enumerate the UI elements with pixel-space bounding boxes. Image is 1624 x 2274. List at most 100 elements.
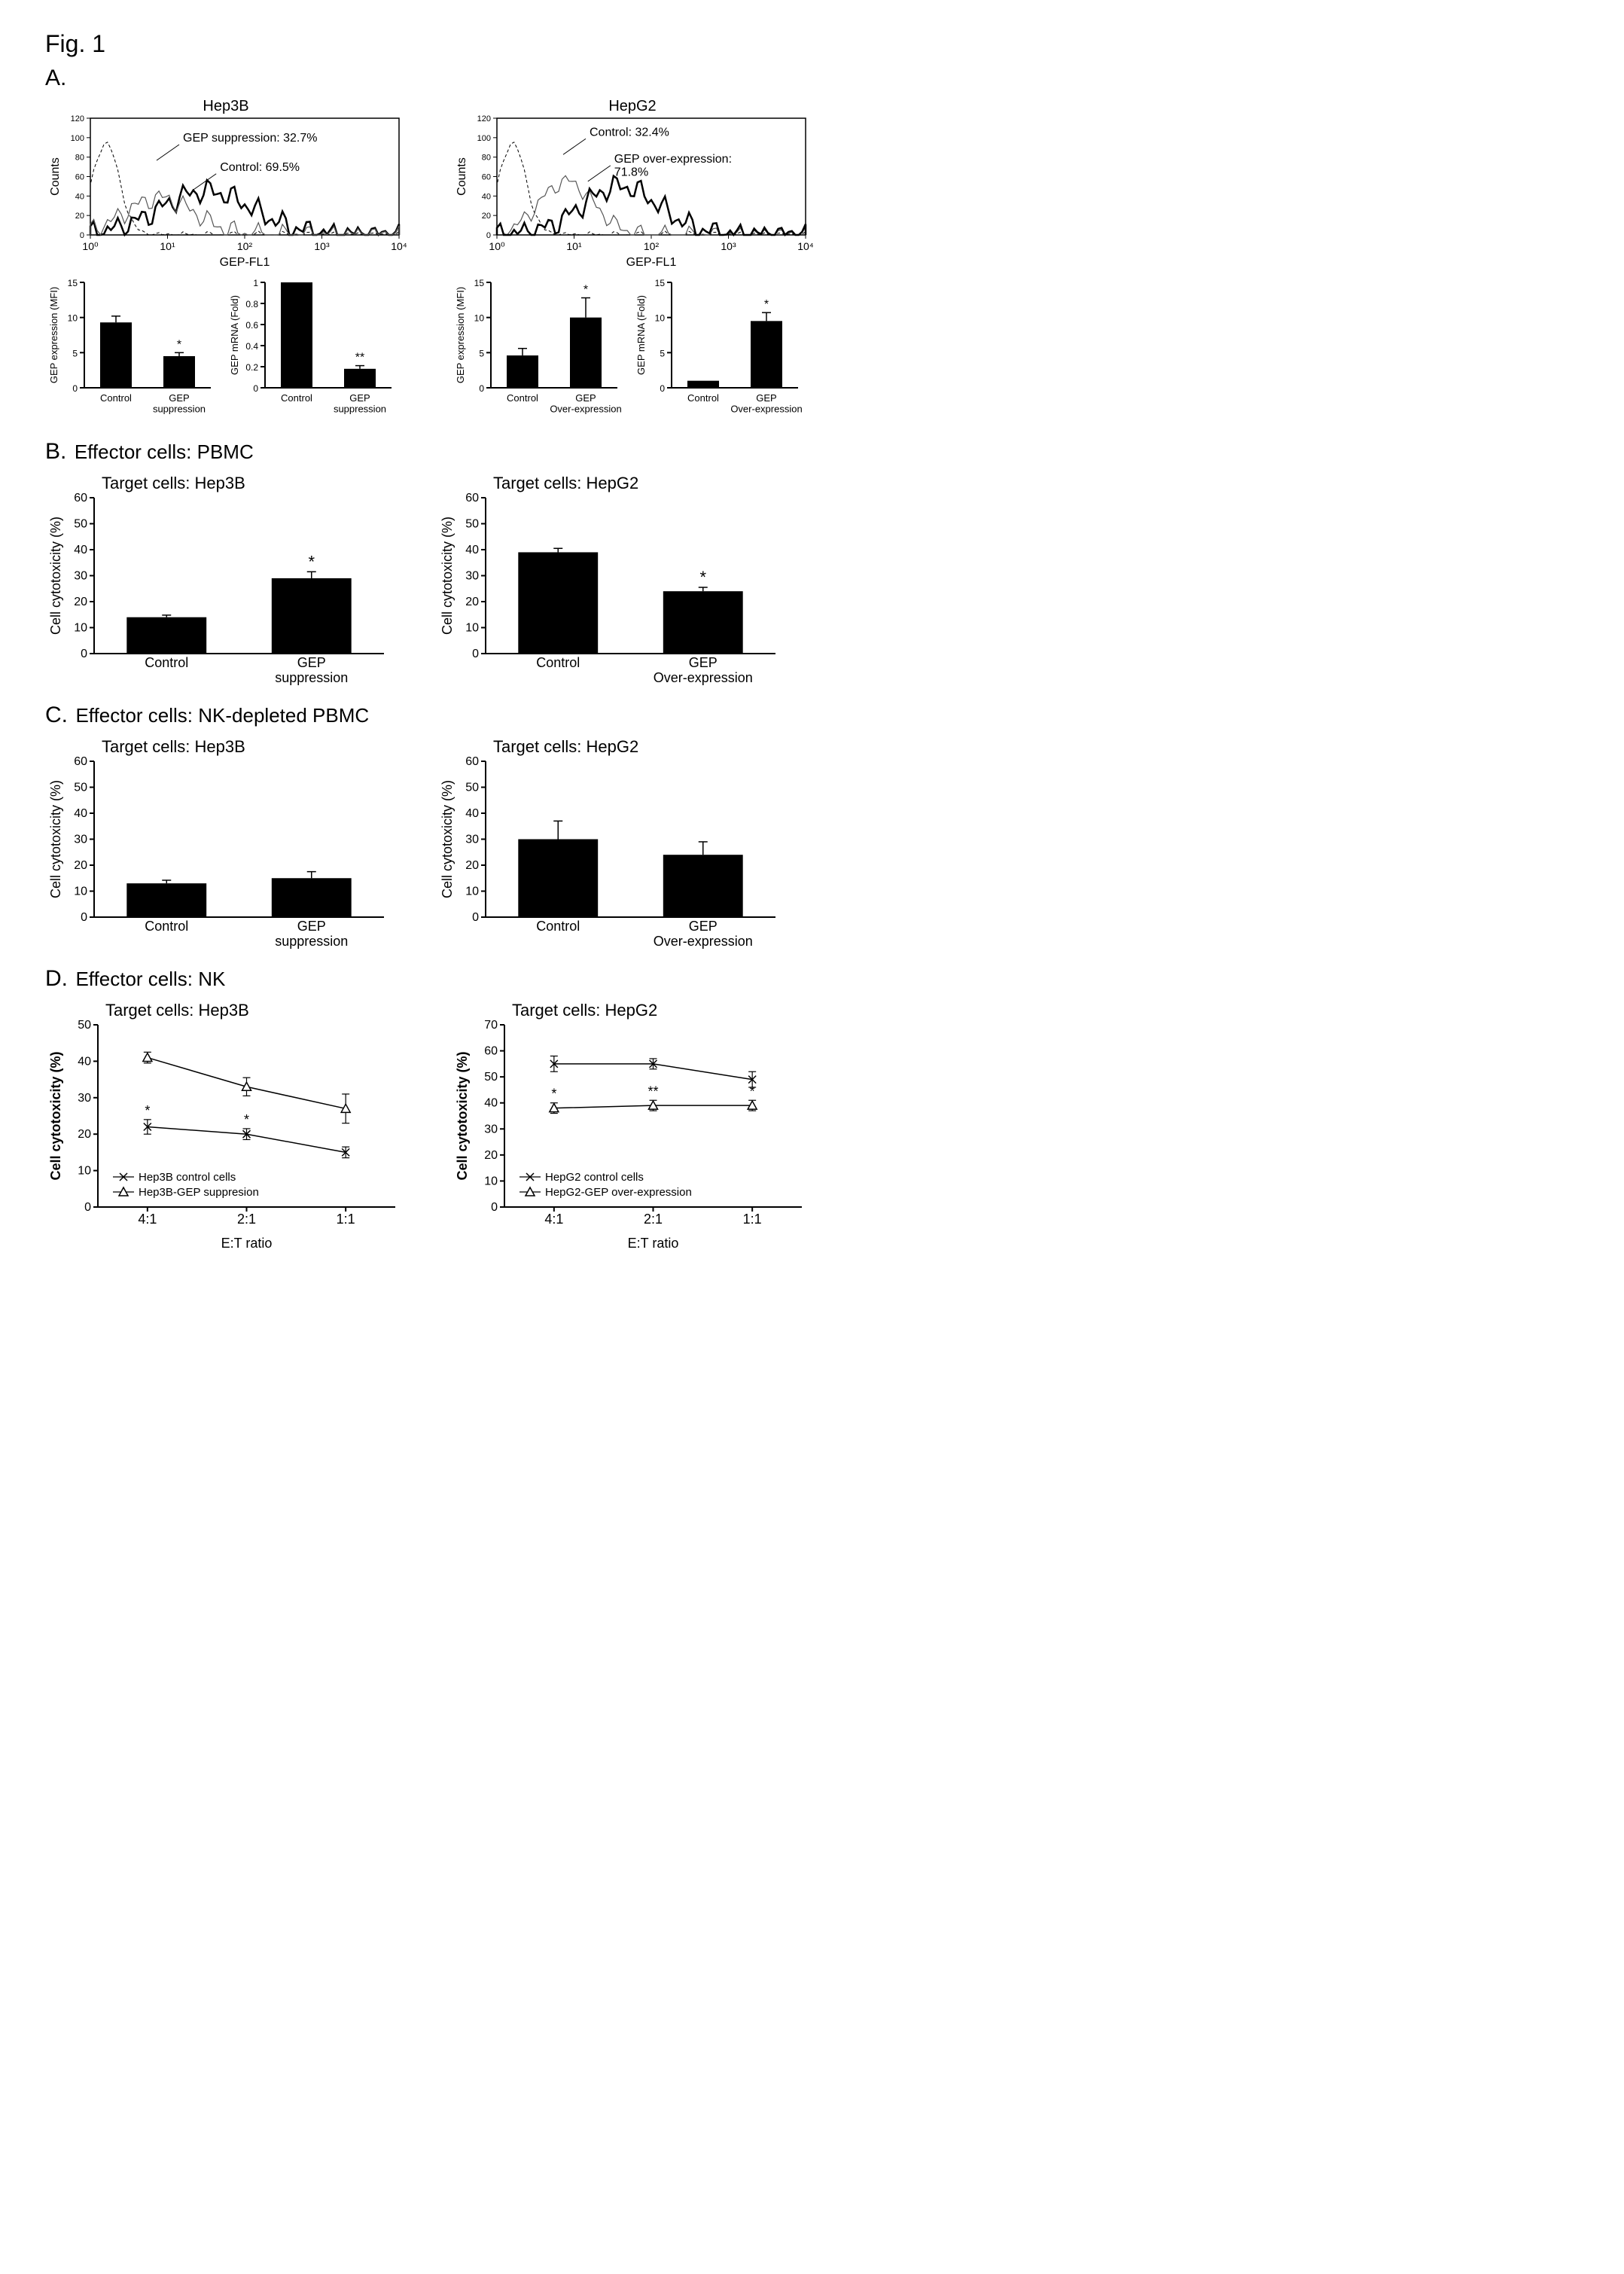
svg-text:E:T ratio: E:T ratio — [628, 1236, 679, 1251]
svg-text:Target cells: Hep3B: Target cells: Hep3B — [102, 737, 245, 756]
svg-text:*: * — [583, 284, 588, 297]
panel-b-subtitle: Effector cells: PBMC — [75, 440, 254, 464]
svg-text:Control: Control — [281, 392, 312, 404]
svg-text:50: 50 — [465, 518, 479, 531]
svg-text:10³: 10³ — [314, 240, 330, 252]
svg-text:50: 50 — [74, 518, 87, 531]
svg-text:0: 0 — [472, 648, 479, 660]
svg-text:*: * — [750, 1084, 755, 1099]
svg-text:10: 10 — [465, 886, 479, 898]
svg-text:10¹: 10¹ — [566, 240, 582, 252]
panel-d-letter: D. — [45, 966, 68, 992]
svg-text:**: ** — [355, 352, 364, 364]
svg-text:GEP mRNA (Fold): GEP mRNA (Fold) — [635, 295, 647, 375]
svg-text:30: 30 — [484, 1123, 498, 1135]
svg-text:GEPsuppression: GEPsuppression — [275, 655, 348, 685]
svg-text:5: 5 — [72, 348, 78, 358]
svg-text:10²: 10² — [644, 240, 660, 252]
svg-text:0.4: 0.4 — [245, 341, 258, 352]
svg-text:60: 60 — [75, 173, 84, 182]
svg-text:30: 30 — [78, 1092, 91, 1105]
svg-text:GEPOver-expression: GEPOver-expression — [730, 392, 802, 414]
svg-text:5: 5 — [479, 348, 484, 358]
svg-text:0.2: 0.2 — [245, 362, 258, 373]
svg-text:50: 50 — [74, 782, 87, 794]
svg-text:*: * — [551, 1087, 556, 1102]
svg-text:Control: Control — [100, 392, 132, 404]
svg-text:0: 0 — [479, 383, 484, 394]
svg-text:HepG2 control cells: HepG2 control cells — [545, 1171, 644, 1184]
svg-text:60: 60 — [74, 492, 87, 504]
svg-text:1: 1 — [253, 278, 258, 288]
svg-text:E:T ratio: E:T ratio — [221, 1236, 273, 1251]
svg-text:10: 10 — [68, 313, 78, 324]
svg-text:80: 80 — [482, 154, 491, 163]
svg-text:*: * — [308, 552, 315, 571]
svg-text:**: ** — [647, 1084, 658, 1099]
svg-text:Hep3B control cells: Hep3B control cells — [139, 1171, 236, 1184]
flow-histogram-hepg2: HepG210⁰10¹10²10³10⁴020406080100120GEP-F… — [452, 96, 813, 269]
svg-text:GEPOver-expression: GEPOver-expression — [654, 655, 753, 685]
svg-text:30: 30 — [74, 570, 87, 583]
svg-text:Hep3B: Hep3B — [203, 98, 248, 114]
svg-text:Control: Control — [145, 919, 188, 934]
svg-text:GEPOver-expression: GEPOver-expression — [654, 919, 753, 949]
svg-text:20: 20 — [74, 859, 87, 872]
bar-hep3b-mfi: 051015GEP expression (MFI)Control*GEPsup… — [45, 273, 218, 424]
bar-c-hep3b: 0102030405060Cell cytotoxicity (%)Target… — [45, 733, 392, 959]
svg-text:10⁴: 10⁴ — [391, 240, 407, 252]
svg-text:10: 10 — [465, 622, 479, 635]
svg-text:1:1: 1:1 — [743, 1212, 762, 1227]
panel-a-header: A. — [45, 66, 1579, 91]
svg-text:40: 40 — [74, 807, 87, 820]
bar-b-hep3b: 0102030405060Cell cytotoxicity (%)Target… — [45, 469, 392, 695]
svg-text:100: 100 — [71, 134, 84, 143]
svg-text:0: 0 — [84, 1201, 91, 1214]
bar-hepg2-mfi: 051015GEP expression (MFI)Control*GEPOve… — [452, 273, 625, 424]
svg-text:GEP suppression: 32.7%: GEP suppression: 32.7% — [183, 132, 317, 145]
svg-text:30: 30 — [74, 834, 87, 846]
svg-text:10²: 10² — [237, 240, 253, 252]
svg-text:10: 10 — [74, 622, 87, 635]
svg-text:GEP-FL1: GEP-FL1 — [220, 256, 270, 269]
svg-text:0: 0 — [491, 1201, 498, 1214]
panel-d-subtitle: Effector cells: NK — [75, 968, 225, 991]
svg-text:Cell cytotoxicity (%): Cell cytotoxicity (%) — [48, 517, 63, 635]
svg-text:10⁰: 10⁰ — [82, 240, 99, 252]
panel-b-header: B. Effector cells: PBMC — [45, 439, 1579, 465]
svg-text:GEP over-expression:71.8%: GEP over-expression:71.8% — [614, 153, 732, 179]
svg-text:Target cells: Hep3B: Target cells: Hep3B — [102, 474, 245, 492]
panel-c-subtitle: Effector cells: NK-depleted PBMC — [75, 704, 369, 727]
svg-text:HepG2: HepG2 — [608, 98, 656, 114]
svg-text:10: 10 — [655, 313, 666, 324]
svg-text:15: 15 — [68, 278, 78, 288]
svg-text:4:1: 4:1 — [138, 1212, 157, 1227]
svg-text:Control: 32.4%: Control: 32.4% — [590, 126, 669, 139]
svg-text:Cell cytotoxicity (%): Cell cytotoxicity (%) — [48, 1051, 63, 1180]
svg-text:0.8: 0.8 — [245, 299, 258, 309]
svg-text:Target cells: HepG2: Target cells: HepG2 — [493, 474, 638, 492]
bar-hep3b-mrna: 00.20.40.60.81GEP mRNA (Fold)Control**GE… — [226, 273, 399, 424]
svg-text:Cell cytotoxicity (%): Cell cytotoxicity (%) — [440, 780, 455, 898]
svg-text:40: 40 — [75, 192, 84, 201]
svg-text:Counts: Counts — [456, 157, 468, 196]
svg-text:GEP mRNA (Fold): GEP mRNA (Fold) — [229, 295, 240, 375]
figure-label: Fig. 1 — [45, 30, 1579, 58]
panel-c-row: 0 10 20 30 40 50 60 Cell cytotoxicity (%) Target… — [45, 733, 1579, 959]
svg-text:10¹: 10¹ — [160, 240, 175, 252]
svg-text:1:1: 1:1 — [337, 1212, 355, 1227]
svg-text:*: * — [145, 1103, 150, 1118]
svg-text:0: 0 — [81, 911, 87, 924]
svg-text:30: 30 — [465, 570, 479, 583]
svg-text:GEP expression (MFI): GEP expression (MFI) — [48, 287, 59, 383]
svg-text:Counts: Counts — [49, 157, 62, 196]
svg-text:60: 60 — [74, 755, 87, 768]
svg-text:20: 20 — [74, 596, 87, 608]
bar-c-hepg2: 0102030405060Cell cytotoxicity (%)Target… — [437, 733, 783, 959]
svg-text:10⁰: 10⁰ — [489, 240, 505, 252]
svg-text:Cell cytotoxicity (%): Cell cytotoxicity (%) — [455, 1051, 470, 1180]
svg-text:Cell cytotoxicity (%): Cell cytotoxicity (%) — [440, 517, 455, 635]
svg-text:10³: 10³ — [721, 240, 736, 252]
svg-text:40: 40 — [482, 192, 491, 201]
svg-text:0.6: 0.6 — [245, 320, 258, 331]
